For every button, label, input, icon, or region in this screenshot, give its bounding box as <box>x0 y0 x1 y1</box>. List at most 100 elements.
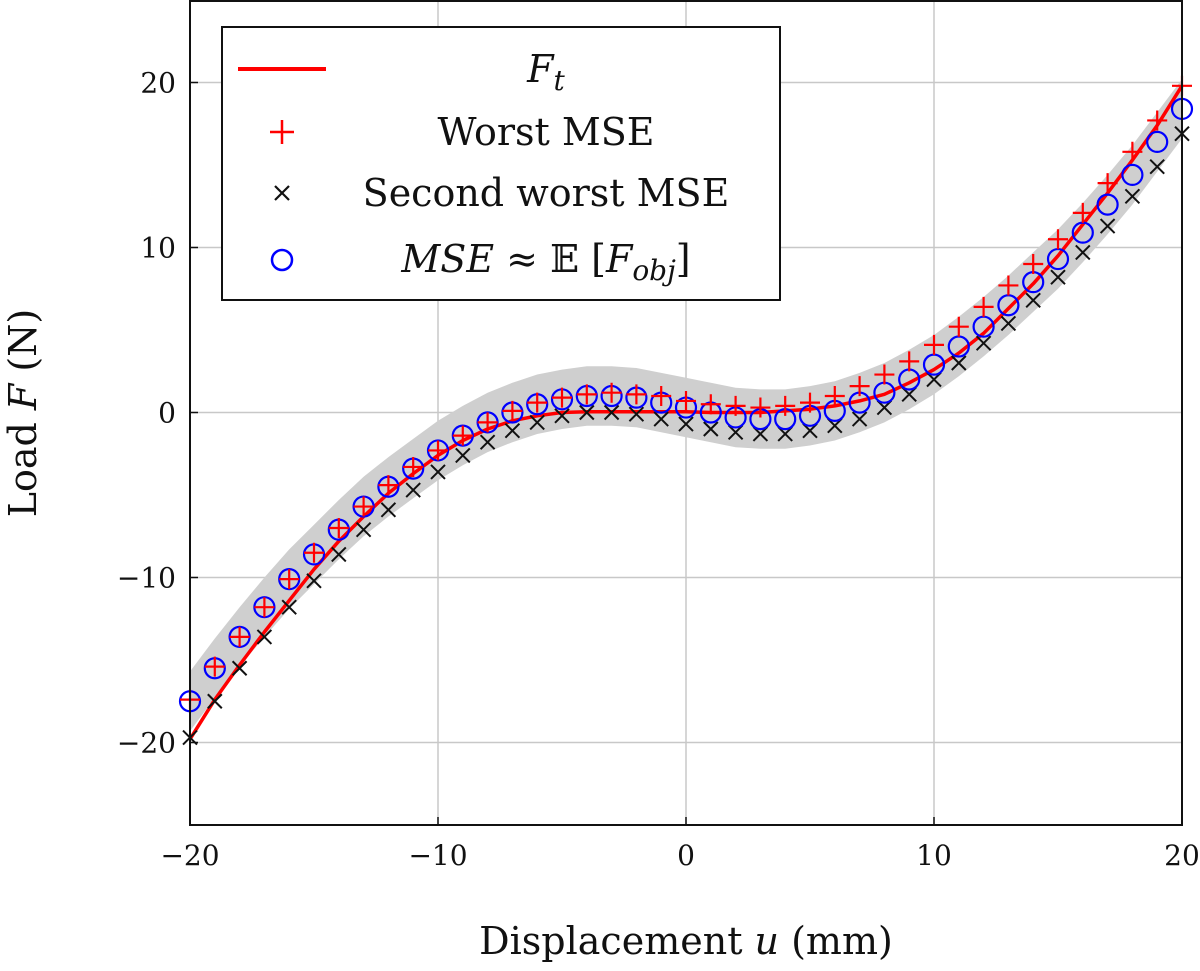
point-worst <box>1122 141 1143 162</box>
point-worst <box>849 376 870 397</box>
point-worst <box>1072 202 1093 223</box>
point-second-worst <box>951 355 967 371</box>
point-worst <box>725 395 746 416</box>
point-mse-expectation <box>1121 163 1144 186</box>
point-second-worst <box>256 629 273 645</box>
legend-label-worst: Worst MSE <box>437 110 654 154</box>
point-worst <box>998 275 1019 296</box>
y-tick-label: 20 <box>140 67 176 100</box>
point-second-worst <box>207 693 223 709</box>
point-worst <box>948 316 969 337</box>
legend-symbol-mse-expectation <box>270 248 294 272</box>
point-worst <box>304 542 324 563</box>
point-second-worst <box>1075 244 1091 261</box>
point-worst <box>552 387 572 408</box>
point-second-worst <box>306 573 322 589</box>
y-tick-label: 0 <box>158 397 176 430</box>
point-worst <box>924 334 944 355</box>
point-worst <box>626 384 647 405</box>
point-worst <box>403 456 424 477</box>
point-second-worst <box>827 417 843 434</box>
point-second-worst <box>529 414 545 431</box>
x-axis-label: Displacement u (mm) <box>479 919 893 963</box>
point-worst <box>973 296 994 317</box>
point-second-worst <box>975 335 992 351</box>
point-second-worst <box>331 546 347 563</box>
point-second-worst <box>479 434 496 450</box>
y-tick-label: −10 <box>117 562 176 595</box>
y-tick-label: 10 <box>140 232 176 265</box>
point-second-worst <box>653 411 669 427</box>
point-second-worst <box>430 464 446 480</box>
point-second-worst <box>703 421 719 437</box>
point-second-worst <box>355 521 372 538</box>
point-worst <box>328 518 349 538</box>
point-second-worst <box>1000 315 1017 332</box>
point-worst <box>254 597 275 618</box>
point-worst <box>279 569 300 590</box>
point-worst <box>750 397 771 418</box>
point-worst <box>428 440 448 461</box>
point-second-worst <box>628 406 645 422</box>
point-worst <box>353 496 374 517</box>
point-second-worst <box>901 386 917 403</box>
x-tick-label: 0 <box>677 839 695 872</box>
point-second-worst <box>554 408 570 424</box>
point-second-worst <box>603 404 620 421</box>
point-second-worst <box>777 426 793 442</box>
legend-box <box>221 26 781 301</box>
point-worst <box>204 656 225 677</box>
x-tick-label: −10 <box>408 839 467 872</box>
point-second-worst <box>926 371 942 388</box>
legend-symbol-second-worst <box>274 185 290 201</box>
point-worst <box>800 392 820 413</box>
point-worst <box>601 382 622 403</box>
point-second-worst <box>281 599 297 615</box>
point-second-worst <box>405 482 421 498</box>
point-worst <box>1048 229 1068 250</box>
point-second-worst <box>802 422 818 439</box>
point-second-worst <box>1149 158 1165 175</box>
point-worst <box>775 395 796 416</box>
point-second-worst <box>876 399 893 416</box>
point-mse-expectation <box>1096 193 1119 216</box>
point-worst <box>1147 110 1168 131</box>
point-mse-expectation <box>1146 130 1169 153</box>
legend: Ft Worst MSE Second worst MSE MSE ≈ 𝔼 [F… <box>221 26 781 301</box>
legend-label-ft: Ft <box>526 47 565 97</box>
x-tick-label: 10 <box>916 839 952 872</box>
point-second-worst <box>455 447 471 464</box>
point-worst <box>229 626 250 647</box>
ticks: −20 −10 0 10 20 −20 −10 0 10 20 <box>117 67 1200 873</box>
point-worst <box>824 386 845 406</box>
point-second-worst <box>504 422 521 439</box>
point-worst <box>874 364 895 385</box>
point-worst <box>1097 173 1118 194</box>
x-tick-label: 20 <box>1164 839 1200 872</box>
legend-label-second-worst: Second worst MSE <box>363 171 730 215</box>
point-second-worst <box>727 424 744 441</box>
point-second-worst <box>851 411 868 427</box>
point-second-worst <box>1099 218 1116 234</box>
y-axis-label: Load F (N) <box>1 309 45 518</box>
point-second-worst <box>1050 269 1066 285</box>
point-second-worst <box>579 404 595 421</box>
point-worst <box>477 412 498 433</box>
y-tick-label: −20 <box>117 727 176 760</box>
point-second-worst <box>678 416 694 432</box>
point-worst <box>452 425 473 446</box>
point-worst <box>1023 254 1044 274</box>
legend-symbol-worst <box>270 120 294 144</box>
legend-label-mse-expectation: MSE ≈ 𝔼 [Fobj] <box>400 237 690 287</box>
x-tick-label: −20 <box>160 839 219 872</box>
point-worst <box>378 475 399 496</box>
point-worst <box>502 400 523 421</box>
point-worst <box>899 351 920 372</box>
point-worst <box>700 394 721 415</box>
point-worst <box>676 390 696 411</box>
point-second-worst <box>752 426 769 442</box>
point-worst <box>651 386 672 406</box>
point-second-worst <box>380 502 397 518</box>
point-second-worst <box>231 660 248 676</box>
point-second-worst <box>1025 292 1041 309</box>
